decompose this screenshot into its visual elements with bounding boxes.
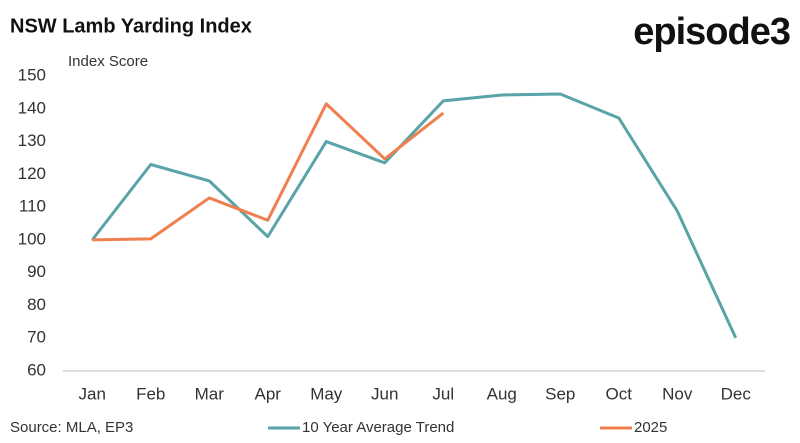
legend-label: 10 Year Average Trend <box>302 419 454 436</box>
x-tick-label: Jan <box>79 384 106 403</box>
x-tick-label: Aug <box>487 384 517 403</box>
legend-label: 2025 <box>634 419 667 436</box>
series-line <box>91 92 738 339</box>
y-axis-label: Index Score <box>68 53 148 70</box>
y-tick-label: 140 <box>18 98 46 117</box>
y-tick-label: 90 <box>27 262 46 281</box>
y-tick-label: 150 <box>18 65 46 84</box>
y-tick-label: 120 <box>18 164 46 183</box>
x-tick-label: Feb <box>136 384 165 403</box>
source-note: Source: MLA, EP3 <box>10 419 133 436</box>
y-tick-label: 110 <box>19 197 46 216</box>
x-tick-label: Dec <box>721 384 752 403</box>
x-tick-label: Mar <box>195 384 225 403</box>
series-line <box>92 102 445 242</box>
x-tick-label: Sep <box>545 384 575 403</box>
y-tick-label: 60 <box>27 360 46 379</box>
y-tick-label: 130 <box>18 131 46 150</box>
y-tick-label: 100 <box>18 229 46 248</box>
y-tick-label: 70 <box>27 328 46 347</box>
x-tick-label: Nov <box>662 384 693 403</box>
x-tick-label: Apr <box>255 384 282 403</box>
chart-title: NSW Lamb Yarding Index <box>10 15 252 37</box>
x-tick-label: Jul <box>432 384 454 403</box>
x-tick-label: Oct <box>606 384 633 403</box>
y-tick-label: 80 <box>27 295 46 314</box>
x-tick-label: Jun <box>371 384 398 403</box>
brand-logo: episode3 <box>633 11 790 53</box>
x-tick-label: May <box>310 384 343 403</box>
